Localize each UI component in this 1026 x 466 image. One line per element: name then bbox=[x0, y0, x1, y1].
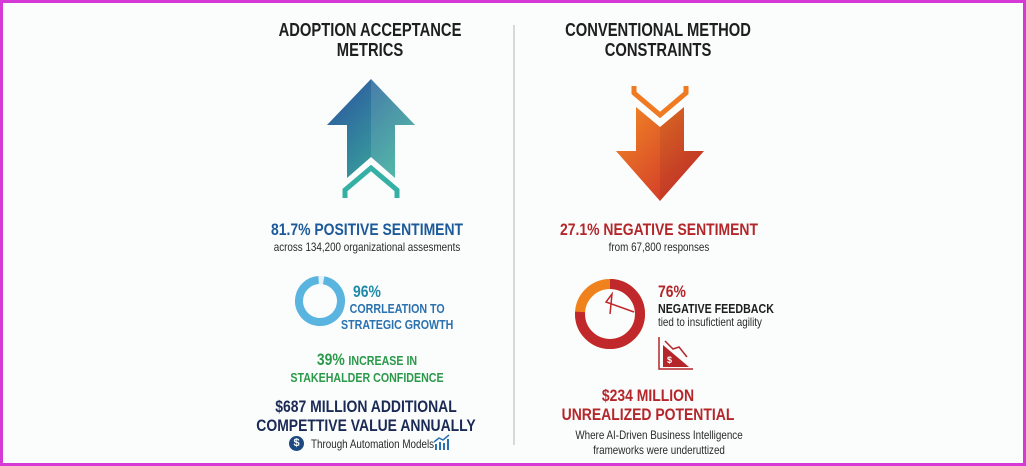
svg-text:$: $ bbox=[667, 355, 672, 365]
positive-sentiment-headline: 81.7% POSITIVE SENTIMENT bbox=[270, 220, 464, 239]
feedback-value: 76% bbox=[658, 282, 686, 301]
value-headline: $687 MILLION ADDITIONAL COMPETTIVE VALUE… bbox=[256, 397, 475, 435]
correlation-label-line-2: STRATEGIC GROWTH bbox=[341, 317, 454, 332]
positive-sentiment-subline: across 134,200 organizational assesments bbox=[273, 240, 461, 254]
negative-sentiment-subline: from 67,800 responses bbox=[608, 240, 710, 254]
left-title-line-2: METRICS bbox=[336, 40, 404, 60]
right-title-line-1: CONVENTIONAL METHOD bbox=[565, 20, 751, 40]
feedback-sublabel: tied to insufictient agility bbox=[658, 315, 762, 329]
left-title-line-1: ADOPTION ACCEPTANCE bbox=[278, 20, 462, 40]
feedback-label: NEGATIVE FEEDBACK bbox=[658, 301, 774, 316]
bar-chart-growth-icon bbox=[433, 434, 450, 450]
value-headline-line-2: COMPETTIVE VALUE ANNUALLY bbox=[256, 416, 476, 435]
negative-sentiment-headline: 27.1% NEGATIVE SENTIMENT bbox=[559, 220, 759, 239]
unrealized-headline-line-2: UNREALIZED POTENTIAL bbox=[561, 405, 735, 424]
unrealized-headline-line-1: $234 MILLION bbox=[601, 386, 695, 405]
confidence-label-2: STAKEHALDER CONFIDENCE bbox=[290, 370, 444, 385]
confidence-label-1: INCREASE IN bbox=[348, 353, 418, 368]
dollar-circle-icon: $ bbox=[289, 436, 304, 451]
correlation-label: CORRLEATION TO STRATEGIC GROWTH bbox=[341, 301, 453, 333]
correlation-label-line-1: CORRLEATION TO bbox=[349, 301, 445, 316]
unrealized-footer: Where AI-Driven Business Intelligence fr… bbox=[575, 428, 742, 458]
automation-footer: Through Automation Models bbox=[311, 437, 435, 451]
right-title-line-2: CONSTRAINTS bbox=[604, 40, 712, 60]
arrow-up-icon bbox=[327, 79, 415, 198]
infographic: ADOPTION ACCEPTANCE METRICS 81.7% POSITI… bbox=[3, 3, 1023, 463]
value-headline-line-1: $687 MILLION ADDITIONAL bbox=[275, 397, 457, 416]
confidence-block: 39% INCREASE IN STAKEHALDER CONFIDENCE bbox=[290, 350, 443, 386]
arrow-down-icon bbox=[616, 86, 704, 201]
feedback-donut bbox=[575, 279, 645, 349]
correlation-donut bbox=[295, 276, 345, 326]
unrealized-footer-line-1: Where AI-Driven Business Intelligence bbox=[575, 428, 743, 442]
unrealized-footer-line-2: frameworks were underuttized bbox=[593, 443, 725, 457]
unrealized-headline: $234 MILLION UNREALIZED POTENTIAL bbox=[562, 386, 735, 424]
right-title: CONVENTIONAL METHOD CONSTRAINTS bbox=[565, 20, 751, 60]
declining-dollar-chart-icon: $ bbox=[658, 337, 693, 370]
divider bbox=[513, 25, 515, 445]
correlation-value: 96% bbox=[353, 282, 381, 301]
confidence-value: 39% bbox=[316, 350, 345, 369]
left-title: ADOPTION ACCEPTANCE METRICS bbox=[279, 20, 462, 60]
